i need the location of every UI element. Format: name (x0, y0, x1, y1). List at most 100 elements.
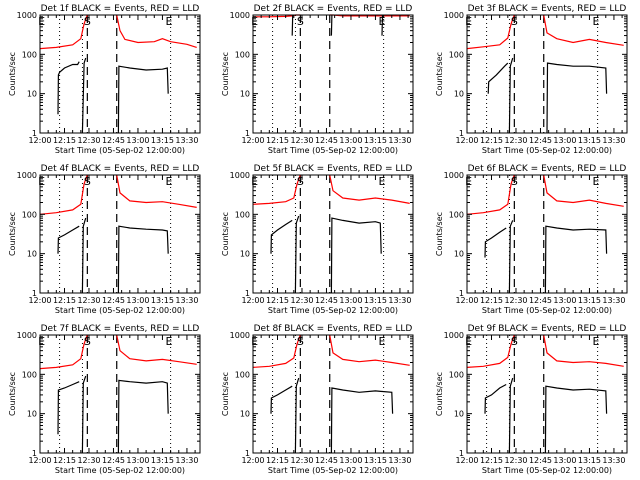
x-axis-label: Start Time (05-Sep-02 12:00:00) (482, 466, 612, 475)
y-axis-label: Counts/sec (435, 212, 444, 256)
y-tick-label: 1000 (230, 331, 250, 340)
series-events-line (81, 57, 87, 134)
x-tick-label: 13:30 (175, 136, 198, 145)
y-tick-label: 1000 (17, 331, 37, 340)
marker-label: S (84, 335, 91, 348)
x-tick-label: 12:15 (480, 456, 503, 465)
x-tick-label: 12:00 (455, 136, 478, 145)
marker-label: S (297, 15, 304, 28)
x-tick-label: 13:30 (175, 296, 198, 305)
x-tick-label: 12:15 (53, 456, 76, 465)
x-tick-label: 12:00 (28, 456, 51, 465)
x-tick-label: 12:45 (102, 296, 125, 305)
x-tick-label: 13:00 (339, 456, 362, 465)
y-tick-label: 10 (454, 410, 464, 419)
y-tick-label: 10 (27, 90, 37, 99)
chart-panel-3: Det 3f BLACK = Events, RED = LLDESE11010… (435, 4, 628, 155)
y-tick-label: 1000 (17, 11, 37, 20)
y-tick-label: 1000 (17, 171, 37, 180)
x-axis-label: Start Time (05-Sep-02 12:00:00) (268, 146, 398, 155)
marker-label: E (593, 335, 600, 348)
marker-label: S (511, 15, 518, 28)
plot-frame (466, 174, 628, 294)
y-tick-label: 1000 (444, 331, 464, 340)
series-events-line (330, 217, 382, 294)
y-axis-label: Counts/sec (8, 52, 17, 96)
x-tick-label: 12:00 (455, 456, 478, 465)
series-lld-line (329, 334, 410, 366)
plot-frame (252, 14, 414, 134)
chart-title: Det 4f BLACK = Events, RED = LLD (41, 164, 200, 174)
marker-label: E (379, 335, 386, 348)
plot-frame (252, 174, 414, 294)
series-lld-line (116, 174, 197, 208)
x-tick-label: 12:45 (529, 456, 552, 465)
chart-title: Det 3f BLACK = Events, RED = LLD (468, 4, 627, 14)
x-tick-label: 13:30 (602, 296, 625, 305)
y-axis-label: Counts/sec (221, 372, 230, 416)
y-tick-label: 10 (27, 250, 37, 259)
series-events-line (508, 220, 514, 294)
x-tick-label: 12:00 (455, 296, 478, 305)
series-lld-line (543, 334, 624, 367)
series-events-line (117, 379, 169, 454)
y-axis-label: Counts/sec (8, 212, 17, 256)
x-tick-label: 13:00 (126, 136, 149, 145)
y-tick-label: 1 (245, 289, 250, 298)
y-tick-label: 100 (449, 370, 464, 379)
series-events-line (294, 377, 300, 454)
marker-label: S (511, 335, 518, 348)
y-axis-label: Counts/sec (8, 372, 17, 416)
y-tick-label: 100 (449, 50, 464, 59)
plot-frame (39, 14, 201, 134)
series-events-line (270, 219, 293, 254)
x-tick-label: 12:30 (77, 296, 100, 305)
y-axis-label: Counts/sec (435, 372, 444, 416)
series-events-line (484, 227, 507, 258)
x-tick-label: 13:30 (388, 456, 411, 465)
chart-panel-7: Det 7f BLACK = Events, RED = LLDESE11010… (8, 324, 201, 475)
series-lld-line (329, 174, 410, 204)
plot-frame (466, 334, 628, 454)
y-tick-label: 100 (22, 210, 37, 219)
x-axis-label: Start Time (05-Sep-02 12:00:00) (268, 306, 398, 315)
y-tick-label: 100 (22, 50, 37, 59)
x-tick-label: 13:15 (151, 136, 174, 145)
series-lld-line (543, 174, 624, 207)
marker-label: E (166, 335, 173, 348)
series-lld-line (116, 334, 197, 365)
chart-title: Det 8f BLACK = Events, RED = LLD (254, 324, 413, 334)
series-events-line (270, 385, 293, 414)
x-tick-label: 12:45 (315, 456, 338, 465)
series-events-line (81, 217, 87, 294)
series-lld-line (116, 14, 197, 48)
series-lld-line (39, 334, 88, 370)
x-tick-label: 12:15 (266, 136, 289, 145)
marker-label: S (84, 175, 91, 188)
x-tick-label: 13:30 (388, 136, 411, 145)
marker-label: S (297, 335, 304, 348)
x-tick-label: 12:30 (77, 456, 100, 465)
chart-title: Det 2f BLACK = Events, RED = LLD (254, 4, 413, 14)
x-tick-label: 12:30 (290, 456, 313, 465)
series-events-line (508, 377, 514, 454)
y-tick-label: 1000 (444, 171, 464, 180)
series-events-line (294, 215, 300, 294)
y-tick-label: 100 (235, 370, 250, 379)
marker-label: E (379, 15, 386, 28)
marker-label: S (511, 175, 518, 188)
y-tick-label: 100 (22, 370, 37, 379)
y-axis-label: Counts/sec (221, 52, 230, 96)
y-tick-label: 1 (32, 129, 37, 138)
chart-panel-2: Det 2f BLACK = Events, RED = LLDESE11010… (221, 4, 414, 155)
x-tick-label: 12:15 (53, 136, 76, 145)
marker-label: E (593, 175, 600, 188)
y-tick-label: 100 (235, 50, 250, 59)
chart-title: Det 7f BLACK = Events, RED = LLD (41, 324, 200, 334)
marker-label: E (166, 15, 173, 28)
x-tick-label: 13:30 (602, 136, 625, 145)
x-tick-label: 13:30 (602, 456, 625, 465)
x-tick-label: 13:15 (151, 456, 174, 465)
x-tick-label: 13:30 (175, 456, 198, 465)
